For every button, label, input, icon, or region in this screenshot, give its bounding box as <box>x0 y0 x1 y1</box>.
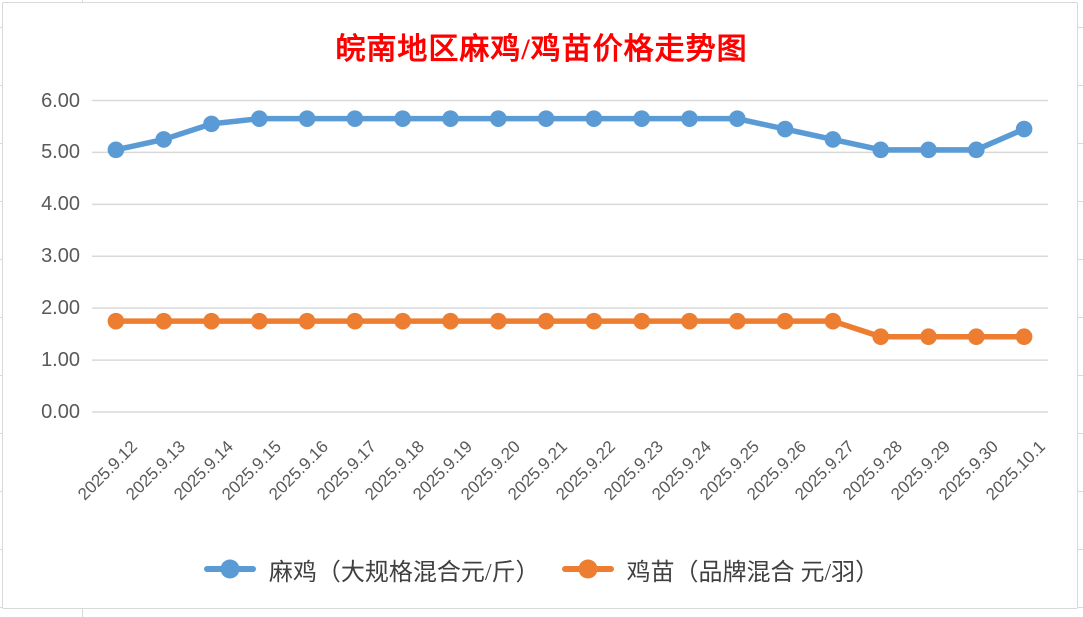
data-point[interactable] <box>155 312 172 330</box>
data-point[interactable] <box>681 312 698 330</box>
spreadsheet-gridline <box>1078 143 1083 144</box>
data-point[interactable] <box>490 110 507 127</box>
spreadsheet-gridline <box>1078 27 1083 28</box>
data-point[interactable] <box>203 115 220 133</box>
spreadsheet-gridline <box>1078 549 1083 550</box>
y-axis-tick-label: 5.00 <box>41 141 80 164</box>
data-point[interactable] <box>107 312 125 330</box>
data-point[interactable] <box>490 312 507 330</box>
spreadsheet-gridline <box>0 549 3 550</box>
spreadsheet-gridline <box>82 0 83 3</box>
spreadsheet-gridline <box>0 375 3 376</box>
data-point[interactable] <box>872 328 889 346</box>
legend-line-marker-icon <box>561 559 614 579</box>
spreadsheet-gridline <box>0 259 3 260</box>
spreadsheet-gridline <box>1078 491 1083 492</box>
legend-item-jimiao[interactable]: 鸡苗（品牌混合 元/羽） <box>561 552 880 587</box>
data-point[interactable] <box>155 131 172 148</box>
data-point[interactable] <box>633 312 650 330</box>
data-point[interactable] <box>729 312 746 330</box>
chart-title: 皖南地区麻鸡/鸡苗价格走势图 <box>335 33 748 66</box>
spreadsheet-gridline <box>1078 85 1083 86</box>
data-point[interactable] <box>872 141 889 159</box>
data-point[interactable] <box>968 141 985 159</box>
spreadsheet-gridline <box>0 85 3 86</box>
data-point[interactable] <box>824 131 842 148</box>
spreadsheet-gridline <box>0 491 3 492</box>
data-point[interactable] <box>442 312 459 330</box>
data-point[interactable] <box>633 110 650 127</box>
data-point[interactable] <box>250 110 268 127</box>
spreadsheet-gridline <box>1078 433 1083 434</box>
spreadsheet-gridline <box>0 143 3 144</box>
chart-area[interactable] <box>2 2 1078 609</box>
data-point[interactable] <box>346 312 364 330</box>
spreadsheet-gridline <box>0 27 3 28</box>
data-point[interactable] <box>537 312 555 330</box>
y-axis-tick-label: 6.00 <box>41 89 80 112</box>
series-line-1[interactable] <box>107 312 1033 346</box>
y-axis-tick-label: 0.00 <box>41 401 80 423</box>
data-point[interactable] <box>920 328 937 346</box>
data-point[interactable] <box>537 110 555 127</box>
data-point[interactable] <box>1015 120 1033 138</box>
spreadsheet-gridline <box>1078 375 1083 376</box>
data-point[interactable] <box>298 110 316 127</box>
data-point[interactable] <box>920 141 937 159</box>
spreadsheet-gridline <box>0 433 3 434</box>
data-point[interactable] <box>203 312 220 330</box>
legend-label: 麻鸡（大规格混合元/斤） <box>268 559 540 586</box>
series-line-0[interactable] <box>107 110 1033 159</box>
data-point[interactable] <box>394 110 412 127</box>
spreadsheet-gridline <box>1078 607 1083 608</box>
spreadsheet-gridline <box>1078 201 1083 202</box>
y-axis-tick-label: 2.00 <box>41 297 80 320</box>
spreadsheet-gridline <box>1078 259 1083 260</box>
spreadsheet-gridline <box>1078 317 1083 318</box>
data-point[interactable] <box>1015 328 1033 346</box>
chart-legend: 麻鸡（大规格混合元/斤） 鸡苗（品牌混合 元/羽） <box>0 550 1083 588</box>
data-point[interactable] <box>585 312 603 330</box>
data-point[interactable] <box>298 312 316 330</box>
y-axis-tick-label: 4.00 <box>41 193 80 216</box>
data-point[interactable] <box>729 110 746 127</box>
legend-item-maji[interactable]: 麻鸡（大规格混合元/斤） <box>203 552 540 587</box>
data-point[interactable] <box>776 120 794 138</box>
data-point[interactable] <box>394 312 412 330</box>
y-axis-tick-label: 1.00 <box>41 349 80 372</box>
spreadsheet-gridline <box>0 607 3 608</box>
data-point[interactable] <box>681 110 698 127</box>
data-point[interactable] <box>107 141 125 159</box>
data-point[interactable] <box>442 110 459 127</box>
data-point[interactable] <box>585 110 603 127</box>
spreadsheet-gridline <box>0 317 3 318</box>
data-point[interactable] <box>250 312 268 330</box>
data-point[interactable] <box>824 312 842 330</box>
legend-dot-icon <box>578 559 597 579</box>
data-point[interactable] <box>346 110 364 127</box>
data-point[interactable] <box>776 312 794 330</box>
legend-label: 鸡苗（品牌混合 元/羽） <box>626 559 880 586</box>
legend-line-marker-icon <box>203 559 256 579</box>
spreadsheet-gridline <box>82 608 83 617</box>
data-point[interactable] <box>968 328 985 346</box>
spreadsheet-gridline <box>0 201 3 202</box>
y-axis-tick-label: 3.00 <box>41 245 80 268</box>
legend-dot-icon <box>220 559 240 579</box>
